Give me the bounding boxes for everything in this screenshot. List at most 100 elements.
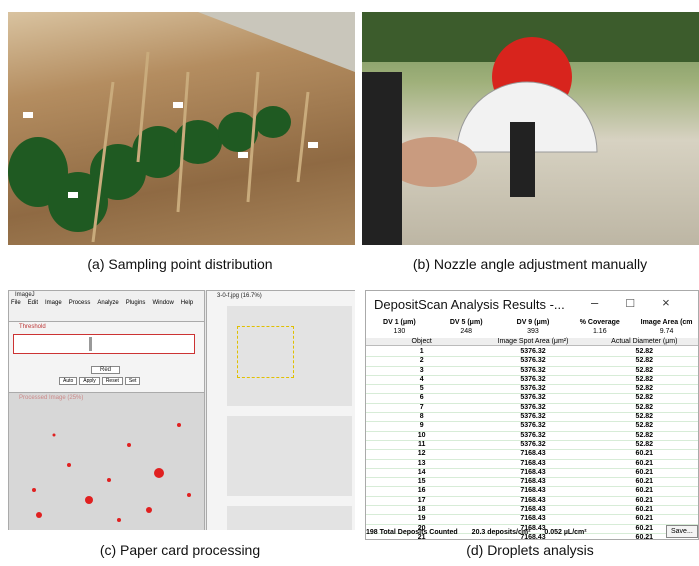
button[interactable]: Auto [59, 377, 78, 385]
table-cell: 52.82 [635, 413, 654, 421]
table-cell: 5376.32 [520, 385, 546, 393]
menu-item[interactable]: Window [152, 300, 174, 306]
table-row: 12 7168.43 60.21 [366, 450, 698, 460]
table-cell: 52.82 [635, 440, 654, 448]
table-cell: 4 [419, 375, 424, 383]
table-cell: 7168.43 [520, 533, 546, 540]
save-button[interactable]: Save... [666, 525, 698, 538]
histogram [13, 334, 195, 354]
stat-label: DV 9 (μm) [516, 319, 550, 326]
table-row: 6 5376.32 52.82 [366, 394, 698, 404]
stat: Image Area (cm 9.74 [633, 318, 698, 336]
menu-item[interactable]: Help [180, 300, 194, 306]
footer-text: 0.052 µL/cm² [544, 529, 587, 536]
table-cell: 60.21 [635, 515, 654, 523]
table-cell: 7168.43 [520, 468, 546, 476]
table-cell: 52.82 [635, 348, 654, 355]
table-cell: 19 [417, 515, 426, 523]
table-cell: 7168.43 [520, 487, 546, 495]
table-cell: 7168.43 [520, 459, 546, 467]
button-row: Auto Apply Reset Set [59, 377, 141, 385]
table-row: 11 5376.32 52.82 [366, 440, 698, 451]
window-controls[interactable]: –□× [591, 295, 698, 310]
stat-label: DV 5 (μm) [449, 319, 483, 326]
table-row: 5 5376.32 52.82 [366, 385, 698, 395]
caption: (c) Paper card processing [99, 542, 261, 558]
table-cell: 60.21 [635, 468, 654, 476]
column-header: Object [411, 338, 432, 345]
field-illustration [8, 12, 355, 243]
stat-label: DV 1 (μm) [383, 319, 416, 326]
card-image [227, 506, 352, 530]
stat: DV 9 (μm) 393 [500, 318, 567, 336]
footer-text: 20.3 deposits/cm² [471, 529, 531, 536]
card-image [227, 416, 352, 496]
table-cell: 10 [417, 431, 426, 439]
photo-nozzle [362, 12, 699, 245]
table-row: 8 5376.32 52.82 [366, 413, 698, 423]
table-cell: 60.21 [635, 496, 654, 504]
table-cell: 52.82 [635, 357, 654, 365]
imagej-main: ImageJ File Edit Image Process Analyze Plugin… [8, 290, 205, 322]
table-cell: 52.82 [635, 375, 654, 383]
menu-item[interactable]: Analyze [97, 300, 119, 306]
window-title: DepositScan Analysis Results -... [374, 297, 565, 312]
footer-text: 198 Total Deposits Counted [366, 529, 458, 536]
stat-value: 248 [460, 328, 473, 335]
column-header: Actual Diameter (μm) [611, 338, 678, 345]
table-cell: 7168.43 [520, 478, 546, 486]
table-cell: 5376.32 [520, 357, 546, 365]
table-cell: 5376.32 [520, 431, 546, 439]
menu-item[interactable]: Process [68, 300, 91, 306]
table-cell: 60.21 [635, 459, 654, 467]
table-cell: 13 [417, 459, 426, 467]
table-cell: 20 [417, 524, 426, 532]
table-cell: 7168.43 [520, 496, 546, 504]
processed-image [32, 423, 191, 522]
caption: (b) Nozzle angle adjustment manually [412, 256, 648, 272]
table-cell: 5376.32 [520, 394, 546, 402]
window-title: Threshold [19, 324, 46, 330]
stat-label: Image Area (cm [640, 319, 693, 326]
button[interactable]: Reset [101, 377, 123, 385]
table-row: 20 7168.43 60.21 [366, 524, 698, 534]
card-image [227, 306, 352, 406]
menu-item[interactable]: Plugins [125, 300, 146, 306]
processed-window: Processed Image (25%) [8, 392, 205, 530]
stats-row: DV 1 (μm) 130 DV 5 (μm) 248 DV 9 (μm) 393 % Co… [366, 318, 698, 336]
menu-item[interactable]: File [11, 300, 21, 306]
table-cell: 6 [419, 394, 424, 402]
stat-label: % Coverage [579, 319, 620, 326]
stat-value: 9.74 [659, 328, 674, 335]
table-cell: 5376.32 [520, 440, 546, 448]
table-cell: 60.21 [635, 533, 654, 540]
table-cell: 7168.43 [520, 450, 546, 458]
table-cell: 60.21 [635, 506, 654, 514]
table-cell: 7168.43 [520, 506, 546, 514]
table-cell: 60.21 [635, 524, 654, 532]
stat: DV 5 (μm) 248 [433, 318, 500, 336]
photo-field [8, 12, 355, 245]
footer: 198 Total Deposits Counted 20.3 deposits/… [366, 529, 587, 536]
button[interactable]: Set [124, 377, 141, 385]
table-cell: 5376.32 [520, 348, 546, 355]
imagej-screenshot: ImageJ File Edit Image Process Analyze Plugin… [8, 290, 355, 530]
nozzle-illustration [362, 12, 699, 245]
table-cell: 1 [419, 348, 424, 355]
menu-item[interactable]: Image [45, 300, 62, 306]
table-cell: 52.82 [635, 422, 654, 430]
table-row: 13 7168.43 60.21 [366, 459, 698, 469]
table-cell: 5376.32 [520, 413, 546, 421]
menu-item[interactable]: Edit [27, 300, 39, 306]
column-header: Image Spot Area (μm²) [497, 338, 569, 345]
stat: DV 1 (μm) 130 [366, 318, 433, 336]
table-body: 1 5376.32 52.82 2 5376.32 52.82 3 5376.32 52.82 4… [366, 348, 698, 540]
depositscan-window: DepositScan Analysis Results -... –□× DV… [365, 290, 699, 540]
button[interactable]: Apply [79, 377, 100, 385]
dropdown[interactable]: Red [91, 366, 121, 374]
table-cell: 8 [419, 413, 424, 421]
table-cell: 11 [417, 440, 426, 448]
table-cell: 5 [419, 385, 424, 393]
table-cell: 60.21 [635, 487, 654, 495]
